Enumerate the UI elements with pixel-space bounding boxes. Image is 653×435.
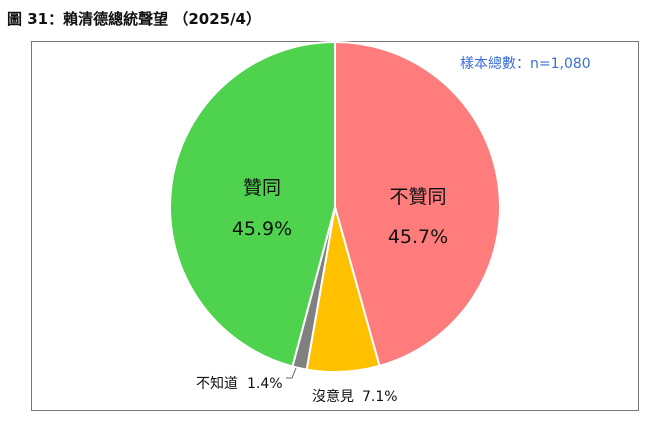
slice-label-dont-know: 不知道 — [196, 375, 238, 392]
sample-size-note: 樣本總數：n=1,080 — [460, 55, 591, 72]
slice-label-disapprove: 不贊同 — [389, 186, 446, 208]
pie-slice-approve — [169, 40, 336, 368]
slice-value-disapprove: 45.7% — [388, 226, 448, 248]
slice-label-approve: 贊同 — [243, 177, 281, 199]
slice-value-no-opinion: 7.1% — [362, 389, 398, 405]
figure-title: 圖 31：賴清德總統聲望 （2025/4） — [7, 10, 261, 28]
dont-know-leader-line — [286, 367, 297, 379]
slice-value-approve: 45.9% — [232, 218, 292, 240]
pie-slice-disapprove — [334, 40, 501, 368]
pie-slices — [169, 40, 501, 373]
slice-label-no-opinion: 沒意見 — [312, 388, 354, 405]
slice-value-dont-know: 1.4% — [247, 376, 283, 392]
